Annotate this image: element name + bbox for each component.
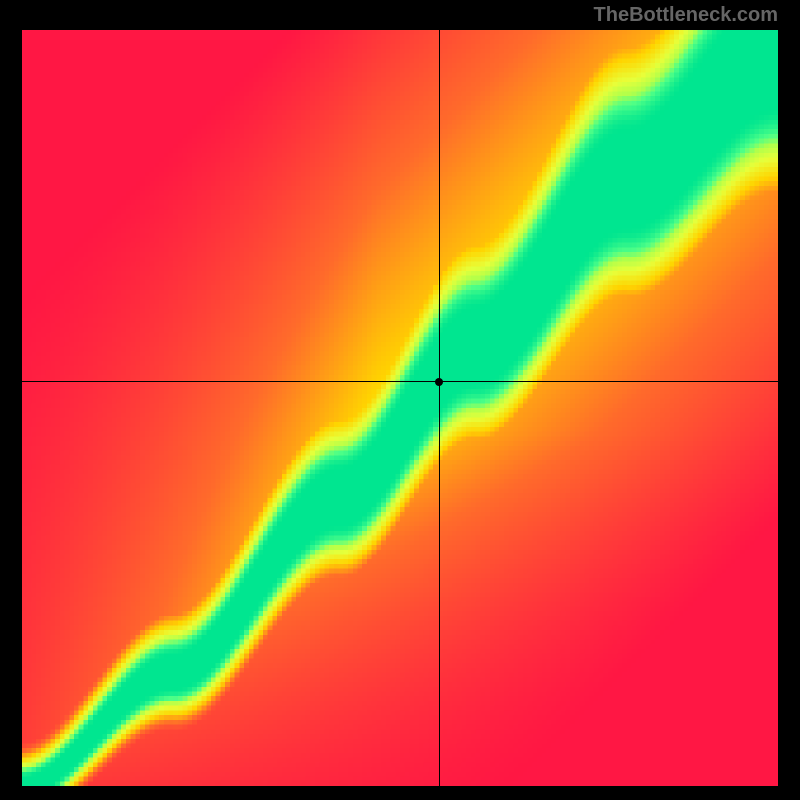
bottleneck-heatmap	[22, 30, 778, 786]
crosshair-horizontal	[22, 381, 778, 382]
crosshair-point	[435, 378, 443, 386]
heatmap-canvas	[22, 30, 778, 786]
chart-container: TheBottleneck.com	[0, 0, 800, 800]
watermark-text: TheBottleneck.com	[594, 4, 778, 27]
crosshair-vertical	[439, 30, 440, 786]
